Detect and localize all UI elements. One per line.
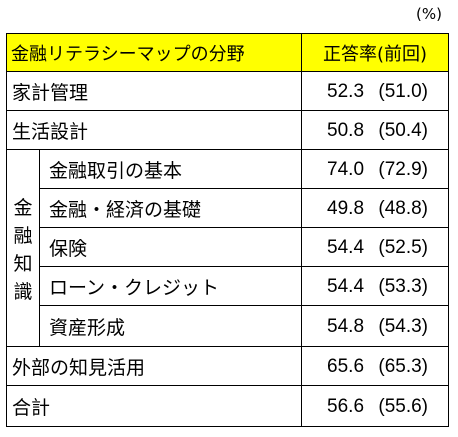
row-prev: (53.3) — [378, 275, 429, 297]
table-row: 外部の知見活用 65.6 (65.3) — [5, 346, 450, 386]
row-prev: (50.4) — [378, 119, 429, 141]
row-label: ローン・クレジット — [38, 266, 303, 306]
table-row: 生活設計 50.8 (50.4) — [5, 110, 450, 150]
table-row: 家計管理 52.3 (51.0) — [5, 71, 450, 111]
row-rate: 50.8 — [327, 119, 365, 141]
row-label: 合計 — [5, 385, 303, 427]
total-row: 合計 56.6 (55.6) — [5, 385, 450, 427]
table-row: 資産形成 54.8 (54.3) — [7, 305, 450, 347]
row-label: 生活設計 — [5, 110, 303, 150]
row-rate: 56.6 — [327, 395, 365, 417]
row-label: 金融取引の基本 — [38, 149, 303, 189]
row-rate-cell: 54.8 (54.3) — [301, 305, 450, 347]
row-rate: 52.3 — [327, 80, 365, 102]
row-rate-cell: 54.4 (53.3) — [301, 266, 450, 306]
row-prev: (72.9) — [378, 158, 429, 180]
row-rate-cell: 50.8 (50.4) — [301, 110, 450, 150]
row-rate: 49.8 — [327, 197, 365, 219]
row-rate-cell: 56.6 (55.6) — [301, 385, 450, 427]
row-rate-cell: 54.4 (52.5) — [301, 227, 450, 267]
row-rate-cell: 74.0 (72.9) — [301, 149, 450, 189]
table-row: ローン・クレジット 54.4 (53.3) — [7, 266, 450, 306]
header-rate: 正答率(前回) — [301, 33, 450, 72]
literacy-table: 金融リテラシーマップの分野 正答率(前回) 家計管理 52.3 (51.0) 生活… — [5, 33, 450, 427]
row-label: 家計管理 — [5, 71, 303, 111]
group-label-char: 知 — [13, 253, 33, 275]
group-label-char: 融 — [13, 225, 33, 247]
table-row: 金融・経済の基礎 49.8 (48.8) — [7, 188, 450, 228]
row-prev: (65.3) — [378, 355, 429, 377]
row-prev: (48.8) — [378, 197, 429, 219]
header-category: 金融リテラシーマップの分野 — [5, 33, 303, 72]
row-rate: 54.4 — [327, 236, 365, 258]
row-rate-cell: 52.3 (51.0) — [301, 71, 450, 111]
row-prev: (52.5) — [378, 236, 429, 258]
row-label: 資産形成 — [38, 305, 303, 347]
group-label-char: 金 — [13, 197, 33, 219]
row-rate-cell: 65.6 (65.3) — [301, 346, 450, 386]
row-prev: (51.0) — [378, 80, 429, 102]
row-label: 外部の知見活用 — [5, 346, 303, 386]
unit-label: (%) — [416, 5, 442, 23]
header-row: 金融リテラシーマップの分野 正答率(前回) — [5, 33, 450, 72]
row-rate: 54.4 — [327, 275, 365, 297]
table-row: 金 融 知 識 金融取引の基本 74.0 (72.9) — [6, 149, 450, 347]
row-rate: 54.8 — [327, 315, 365, 337]
row-prev: (54.3) — [378, 315, 429, 337]
group-label-char: 識 — [13, 281, 33, 303]
row-prev: (55.6) — [378, 395, 429, 417]
row-label: 金融・経済の基礎 — [38, 188, 303, 228]
row-rate: 65.6 — [327, 355, 365, 377]
table-row: 保険 54.4 (52.5) — [7, 227, 450, 267]
row-label: 保険 — [38, 227, 303, 267]
row-rate: 74.0 — [327, 158, 365, 180]
row-rate-cell: 49.8 (48.8) — [301, 188, 450, 228]
group-label-financial-knowledge: 金 融 知 識 — [6, 149, 40, 347]
